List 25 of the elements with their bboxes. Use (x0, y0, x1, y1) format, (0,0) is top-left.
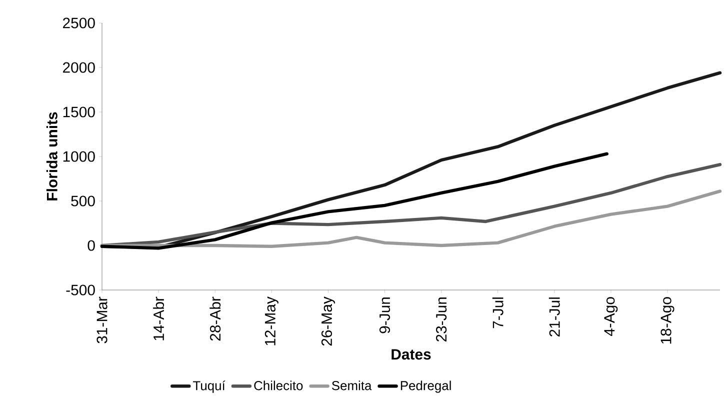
legend-label: Semita (332, 380, 372, 390)
y-axis-title: Florida units (46, 112, 58, 200)
x-tick-label: 23-Jun (436, 297, 447, 342)
x-axis-title: Dates (392, 349, 431, 360)
x-tick-label: 18-Ago (660, 297, 674, 344)
y-tick-label: 500 (71, 196, 95, 206)
line-series (100, 152, 609, 250)
y-tick-label: 1000 (63, 151, 95, 162)
legend-label: Pedregal (400, 380, 451, 393)
x-tick-label: 26-May (321, 296, 335, 346)
x-tick-label: 14-Abr (153, 296, 164, 340)
x-tick-label: 7-Jul (492, 298, 504, 328)
legend-label: Tuquí (193, 380, 226, 393)
y-tick-label: 1500 (63, 106, 95, 118)
y-tick-label: 0 (88, 240, 95, 251)
y-tick-label: -500 (66, 284, 95, 296)
x-tick-label: 21-Jul (548, 298, 560, 336)
x-tick-label: 12-May (264, 296, 278, 346)
legend-label: Chilecito (254, 380, 303, 390)
x-tick-label: 4-Ago (604, 297, 618, 336)
y-tick-label: 2500 (62, 18, 95, 28)
x-tick-label: 31-Mar (96, 296, 108, 344)
y-tick-label: 2000 (62, 62, 95, 73)
x-tick-label: 28-Abr (210, 296, 221, 341)
x-tick-label: 9-Jun (379, 297, 390, 334)
